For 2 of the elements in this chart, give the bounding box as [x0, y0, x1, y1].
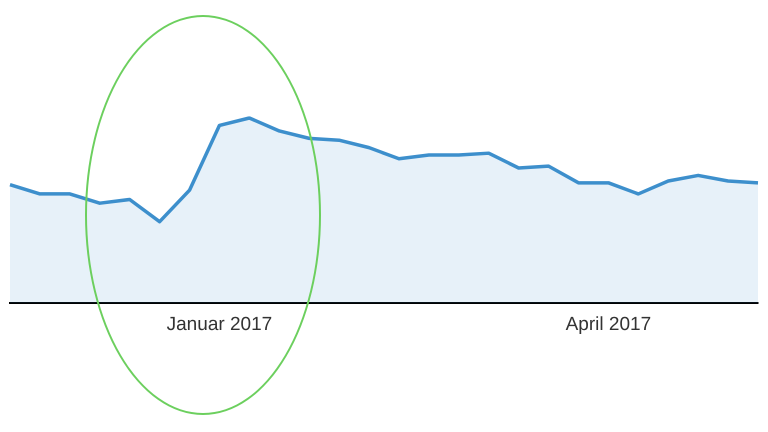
x-tick-label: April 2017 [566, 314, 652, 335]
x-tick-label: Januar 2017 [166, 314, 272, 335]
